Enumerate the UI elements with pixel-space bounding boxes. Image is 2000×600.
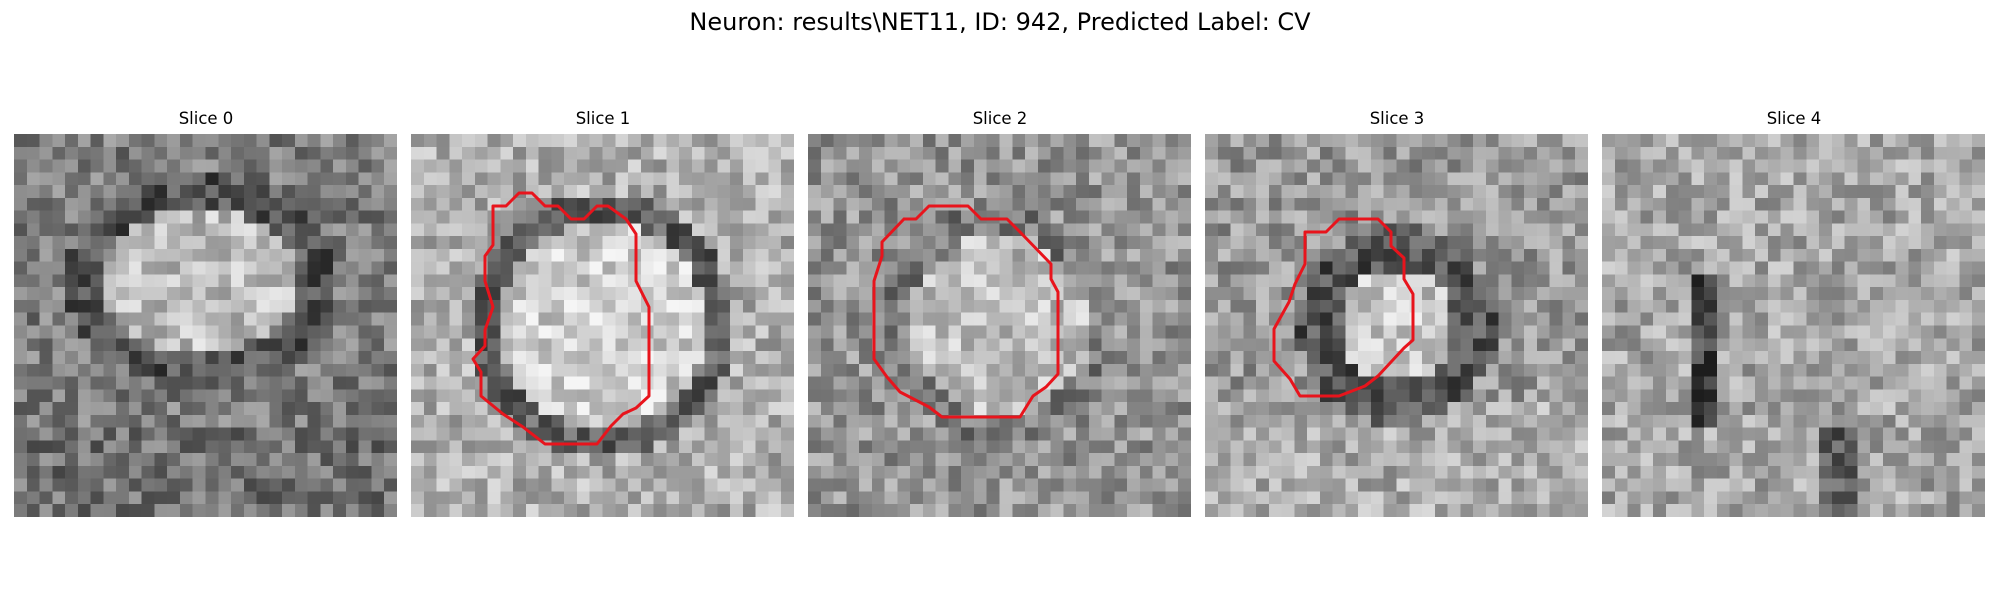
slice-4-micrograph — [1602, 134, 1985, 517]
slice-1-micrograph — [411, 134, 794, 517]
slice-1-contour — [471, 191, 651, 446]
panel-title-slice-1: Slice 1 — [575, 109, 631, 128]
panel-title-slice-4: Slice 4 — [1766, 109, 1822, 128]
slice-3-image — [1205, 134, 1588, 517]
slice-3-micrograph — [1205, 134, 1588, 517]
slice-3-contour — [1272, 217, 1415, 398]
slice-2-micrograph — [808, 134, 1191, 517]
slice-2-image — [808, 134, 1191, 517]
figure-title: Neuron: results\NET11, ID: 942, Predicte… — [689, 8, 1311, 36]
panel-title-slice-0: Slice 0 — [178, 109, 234, 128]
panel-title-slice-3: Slice 3 — [1369, 109, 1425, 128]
slice-2-contour — [872, 204, 1060, 419]
slice-0-image — [14, 134, 397, 517]
slice-1-image — [411, 134, 794, 517]
slice-4-image — [1602, 134, 1985, 517]
slice-1-contour-overlay — [471, 191, 651, 446]
slice-2-contour-overlay — [872, 204, 1060, 419]
panel-title-slice-2: Slice 2 — [972, 109, 1028, 128]
slice-3-contour-overlay — [1272, 217, 1415, 398]
slice-0-micrograph — [14, 134, 397, 517]
